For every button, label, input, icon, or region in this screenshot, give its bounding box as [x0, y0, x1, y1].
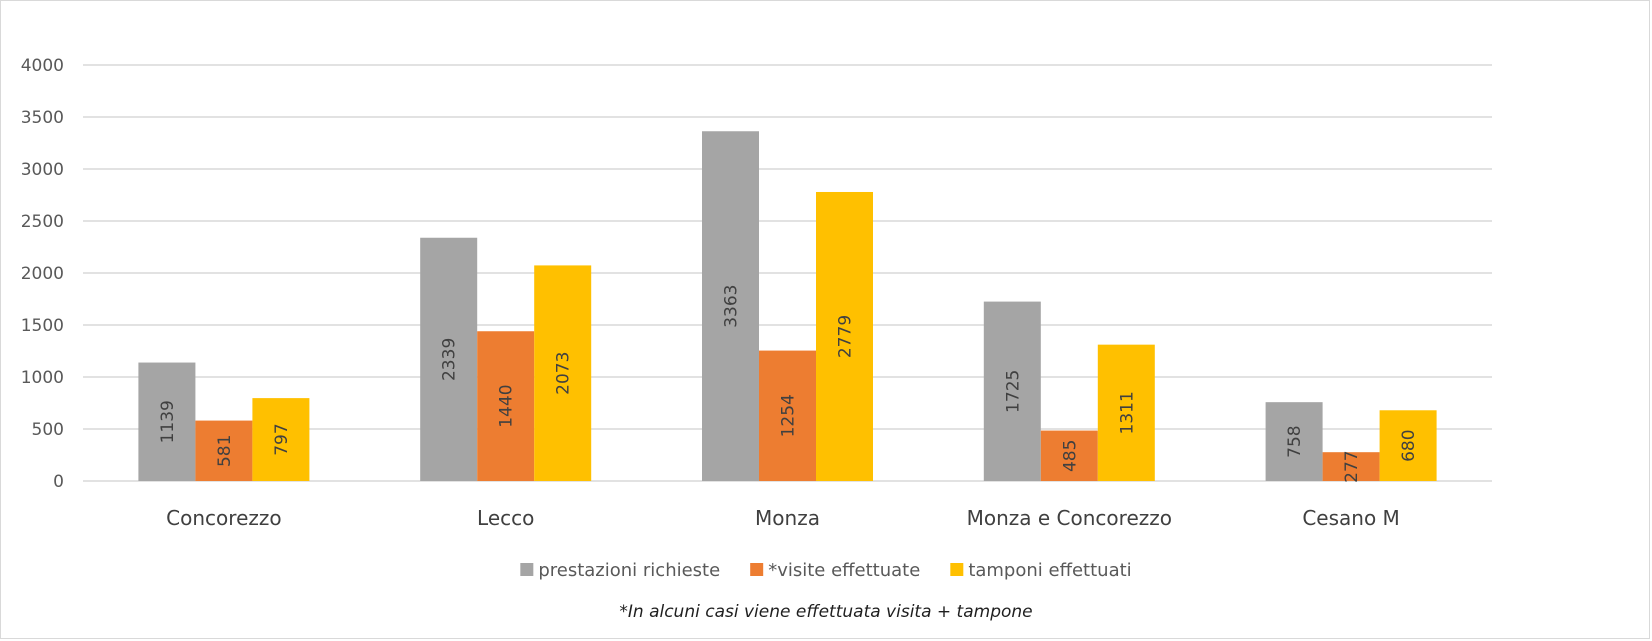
data-label: 1311 — [1117, 391, 1137, 434]
bar-1 — [420, 237, 478, 481]
bar-3 — [1379, 410, 1437, 481]
data-label: 2339 — [440, 338, 460, 381]
data-label: 581 — [215, 435, 235, 467]
category-label: Monza e Concorezzo — [967, 506, 1172, 530]
y-axis-ticks: 0 500 1000 1500 2000 2500 3000 3500 4000 — [21, 56, 64, 492]
bar-2 — [1040, 430, 1098, 481]
bar-3 — [252, 398, 310, 481]
legend-label: *visite effettuate — [768, 560, 920, 581]
legend-label: prestazioni richieste — [538, 560, 720, 581]
data-label: 680 — [1399, 429, 1419, 461]
legend-label: tamponi effettuati — [968, 560, 1131, 581]
y-tick-label: 3000 — [21, 160, 64, 180]
y-tick-label: 3500 — [21, 108, 64, 128]
data-label: 3363 — [722, 284, 742, 327]
bar-3 — [1097, 344, 1155, 481]
y-tick-label: 2500 — [21, 212, 64, 232]
data-label: 2073 — [554, 352, 574, 395]
bar-3 — [534, 265, 592, 481]
data-label: 1725 — [1003, 370, 1023, 413]
data-label: 1139 — [158, 400, 178, 443]
data-label: 2779 — [836, 315, 856, 358]
legend-item: prestazioni richieste — [520, 560, 720, 581]
footnote: *In alcuni casi viene effettuata visita … — [619, 602, 1032, 622]
bar-2 — [195, 420, 253, 481]
category-label: Monza — [755, 506, 820, 530]
y-tick-label: 1500 — [21, 316, 64, 336]
bar-2 — [759, 350, 816, 481]
bars — [138, 131, 1437, 482]
y-tick-label: 0 — [53, 472, 64, 492]
bar-1 — [138, 362, 196, 481]
data-label: 277 — [1342, 450, 1362, 482]
y-tick-label: 2000 — [21, 264, 64, 284]
data-label: 1254 — [779, 394, 799, 437]
bar-2 — [1322, 452, 1380, 481]
bar-2 — [477, 331, 535, 481]
category-label: Cesano M — [1302, 506, 1399, 530]
legend-item: tamponi effettuati — [950, 560, 1132, 581]
legend-swatch — [950, 563, 964, 576]
legend: prestazioni richieste *visite effettuate t… — [520, 560, 1132, 581]
data-label: 758 — [1285, 425, 1305, 457]
data-label: 797 — [272, 423, 292, 455]
gridlines — [83, 64, 1492, 482]
legend-swatch — [520, 563, 534, 576]
bar-1 — [702, 131, 759, 482]
y-tick-label: 500 — [32, 420, 64, 440]
data-label: 485 — [1060, 440, 1080, 472]
legend-item: *visite effettuate — [750, 560, 920, 581]
data-label: 1440 — [497, 384, 517, 427]
x-axis-categories: Concorezzo Lecco Monza Monza e Concorezzo Ce… — [166, 506, 1400, 530]
y-tick-label: 1000 — [21, 368, 64, 388]
bar-1 — [983, 301, 1041, 481]
category-label: Lecco — [477, 506, 534, 530]
category-label: Concorezzo — [166, 506, 281, 530]
data-labels: 1139 581 797 2339 1440 2073 3363 1254 2779 1725 48… — [158, 284, 1419, 482]
bar-1 — [1265, 402, 1323, 481]
y-tick-label: 4000 — [21, 56, 64, 76]
legend-swatch — [750, 563, 764, 576]
bar-3 — [816, 191, 873, 481]
